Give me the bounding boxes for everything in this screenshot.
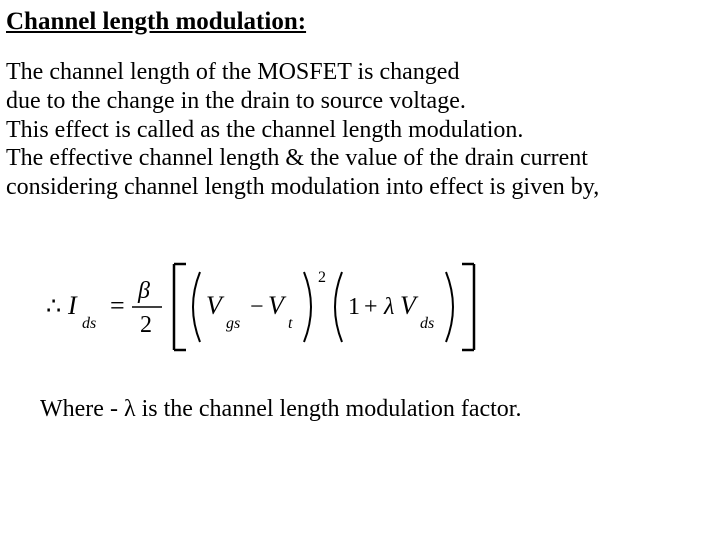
eq-Vt-V: V bbox=[268, 291, 287, 320]
eq-rparen1 bbox=[304, 272, 311, 342]
body-line-1: The channel length of the MOSFET is chan… bbox=[6, 59, 459, 85]
slide-page: Channel length modulation: The channel l… bbox=[0, 0, 720, 431]
body-line-3: This effect is called as the channel len… bbox=[6, 117, 523, 143]
eq-Vgs-sub: gs bbox=[226, 315, 240, 332]
equation-block: ∴ I ds = β 2 V gs − V t bbox=[6, 252, 714, 362]
eq-right-bracket bbox=[462, 264, 474, 350]
body-line-5: considering channel length modulation in… bbox=[6, 174, 599, 200]
eq-rparen2 bbox=[446, 272, 453, 342]
eq-Vds-V: V bbox=[400, 291, 419, 320]
eq-two: 2 bbox=[140, 312, 152, 338]
eq-therefore: ∴ bbox=[46, 294, 61, 320]
eq-Vds-sub: ds bbox=[420, 315, 434, 332]
body-paragraph: The channel length of the MOSFET is chan… bbox=[6, 58, 714, 202]
eq-plus: + bbox=[364, 294, 378, 320]
eq-Vgs-V: V bbox=[206, 291, 225, 320]
eq-ds-sub: ds bbox=[82, 315, 96, 332]
eq-I: I bbox=[67, 291, 78, 320]
eq-left-bracket bbox=[174, 264, 186, 350]
eq-lparen2 bbox=[335, 272, 342, 342]
eq-Vt-sub: t bbox=[288, 315, 293, 332]
body-line-4: The effective channel length & the value… bbox=[6, 145, 588, 171]
eq-equals: = bbox=[110, 291, 125, 320]
eq-lambda: λ bbox=[383, 294, 394, 320]
footer-text: Where - λ is the channel length modulati… bbox=[6, 396, 714, 423]
eq-sup2: 2 bbox=[318, 269, 326, 286]
heading: Channel length modulation: bbox=[6, 8, 714, 36]
body-line-2: due to the change in the drain to source… bbox=[6, 88, 466, 114]
eq-beta: β bbox=[137, 278, 150, 304]
equation-svg: ∴ I ds = β 2 V gs − V t bbox=[46, 252, 526, 362]
eq-minus: − bbox=[250, 294, 264, 320]
eq-lparen1 bbox=[193, 272, 200, 342]
eq-one: 1 bbox=[348, 294, 360, 320]
